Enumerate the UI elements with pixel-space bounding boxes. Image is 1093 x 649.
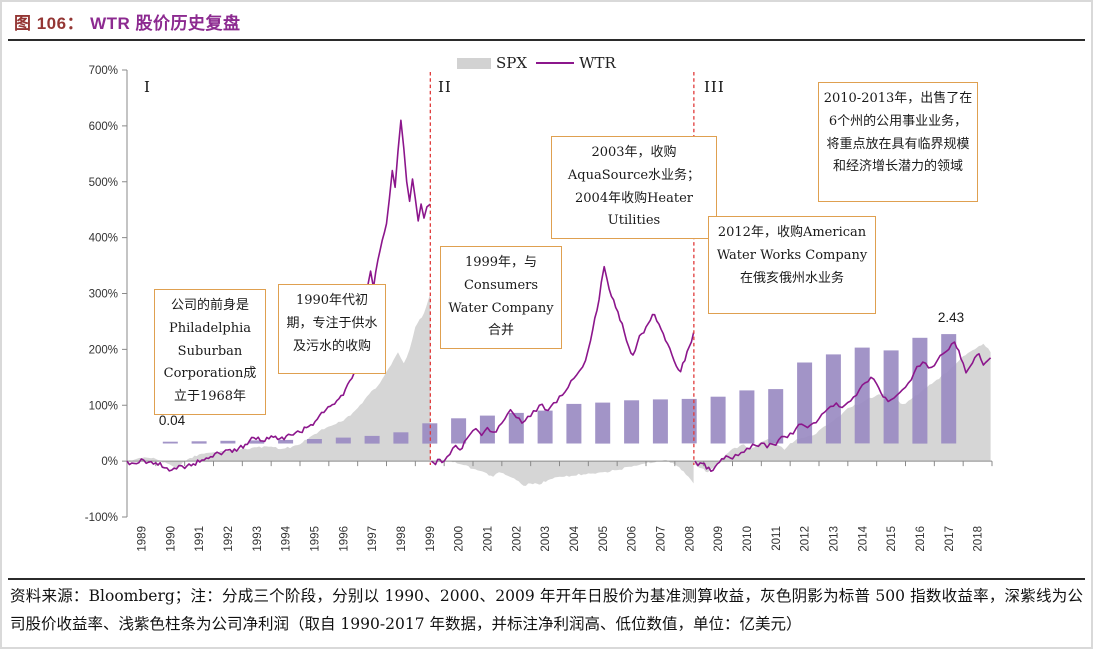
net-profit-bar: [162, 441, 178, 444]
net-profit-bar: [422, 423, 438, 444]
legend-item-wtr: WTR: [536, 54, 616, 72]
net-profit-bar: [479, 415, 495, 444]
x-axis-year-label: 2013: [828, 526, 840, 552]
x-axis-year-label: 2011: [771, 526, 783, 551]
net-profit-bar: [739, 390, 755, 444]
x-axis-year-label: 2007: [655, 526, 667, 552]
chart-legend: SPX WTR: [457, 54, 616, 72]
annotation-philadelphia-suburban: 公司的前身是Philadelphia Suburban Corporation成…: [154, 289, 266, 415]
net-profit-bar: [278, 439, 294, 444]
wtr-line-segment: [694, 341, 992, 472]
spx-area-swatch-icon: [457, 57, 491, 69]
figure-title-text: WTR 股价历史复盘: [90, 14, 241, 33]
net-profit-bar: [220, 440, 236, 444]
net-profit-bar: [797, 362, 813, 444]
net-profit-bar: [393, 432, 409, 444]
net-profit-bar: [335, 437, 351, 444]
net-profit-bar: [508, 412, 524, 444]
figure-number: 图 106：: [14, 14, 85, 33]
net-profit-bar: [306, 439, 322, 444]
x-axis-year-label: 2006: [627, 526, 639, 552]
y-axis-tick-label: 600%: [89, 121, 118, 133]
annotation-2012-american-water: 2012年，收购American Water Works Company在俄亥俄…: [708, 216, 876, 314]
phase-label-2: II: [438, 78, 452, 96]
net-profit-bar: [825, 354, 841, 444]
x-axis-year-label: 1999: [425, 526, 437, 552]
x-axis-year-label: 1996: [338, 526, 350, 552]
net-profit-bar: [566, 403, 582, 444]
title-divider-line: [8, 39, 1085, 41]
annotation-2010-2013-divestiture: 2010-2013年，出售了在6个州的公用事业业务，将重点放在具有临界规模和经济…: [818, 82, 978, 202]
source-note: 资料来源：Bloomberg；注：分成三个阶段，分别以 1990、2000、20…: [10, 587, 1083, 633]
net-profit-bar: [681, 398, 697, 444]
net-profit-bar: [941, 334, 957, 444]
net-profit-bar: [595, 402, 611, 444]
net-profit-bar: [710, 396, 726, 444]
x-axis-year-label: 2003: [540, 526, 552, 552]
x-axis-year-label: 1989: [136, 526, 148, 552]
x-axis-year-label: 2015: [886, 526, 898, 552]
legend-item-spx: SPX: [457, 54, 527, 72]
x-axis-year-label: 1998: [396, 526, 408, 552]
y-axis-tick-label: -100%: [85, 512, 118, 524]
x-axis-year-label: 1992: [223, 526, 235, 552]
net-profit-bar: [624, 400, 640, 444]
x-axis-year-label: 2008: [684, 526, 696, 552]
y-axis-tick-label: 500%: [89, 177, 118, 189]
legend-label-wtr: WTR: [579, 54, 616, 72]
x-axis-year-label: 1990: [165, 526, 177, 552]
figure-title: 图 106： WTR 股价历史复盘: [14, 9, 241, 34]
net-profit-bar: [451, 418, 467, 444]
y-axis-tick-label: 400%: [89, 233, 118, 245]
x-axis-year-label: 2004: [569, 525, 581, 551]
x-axis-year-label: 2017: [944, 526, 956, 552]
x-axis-year-label: 2016: [915, 526, 927, 552]
net-profit-bar: [854, 347, 870, 444]
phase-label-3: III: [704, 78, 725, 96]
x-axis-year-label: 2005: [598, 526, 610, 552]
x-axis-year-label: 1991: [194, 526, 206, 552]
phase-label-1: I: [144, 78, 151, 96]
x-axis-year-label: 1997: [367, 526, 379, 552]
x-axis-year-label: 2002: [511, 526, 523, 552]
annotation-1999-consumers-water: 1999年，与Consumers Water Company合并: [440, 246, 562, 349]
bar-high-value-label: 2.43: [937, 310, 965, 325]
net-profit-bar: [191, 441, 207, 444]
y-axis-tick-label: 200%: [89, 344, 118, 356]
bar-low-value-label: 0.04: [158, 413, 186, 428]
net-profit-bar: [249, 440, 265, 444]
x-axis-year-label: 2010: [742, 526, 754, 552]
annotation-2003-aquasource: 2003年，收购AquaSource水业务；2004年收购Heater Util…: [551, 136, 717, 239]
x-axis-year-label: 1995: [309, 526, 321, 552]
x-axis-year-label: 1993: [252, 526, 264, 552]
spx-area-segment: [695, 343, 991, 473]
x-axis-year-label: 2001: [482, 526, 494, 552]
x-axis-year-label: 2009: [713, 526, 725, 552]
y-axis-tick-label: 700%: [89, 65, 118, 77]
x-axis-year-label: 2012: [800, 526, 812, 552]
x-axis-year-label: 1994: [281, 525, 293, 551]
legend-label-spx: SPX: [496, 54, 528, 72]
footer-divider-line: [8, 578, 1085, 580]
net-profit-bar: [364, 435, 380, 444]
spx-area-segment: [431, 459, 694, 486]
net-profit-bar: [768, 389, 784, 444]
y-axis-tick-label: 100%: [89, 400, 118, 412]
net-profit-bar: [652, 399, 668, 444]
annotation-1990s-acquisitions: 1990年代初期，专注于供水及污水的收购: [278, 284, 386, 374]
y-axis-tick-label: 0%: [101, 456, 118, 468]
net-profit-bar: [537, 410, 553, 444]
x-axis-year-label: 2018: [973, 526, 985, 552]
y-axis-tick-label: 300%: [89, 289, 118, 301]
net-profit-bar: [912, 337, 928, 444]
x-axis-year-label: 2000: [454, 526, 466, 552]
net-profit-bar: [883, 350, 899, 444]
x-axis-year-label: 2014: [857, 525, 869, 551]
wtr-line-swatch-icon: [536, 62, 575, 64]
